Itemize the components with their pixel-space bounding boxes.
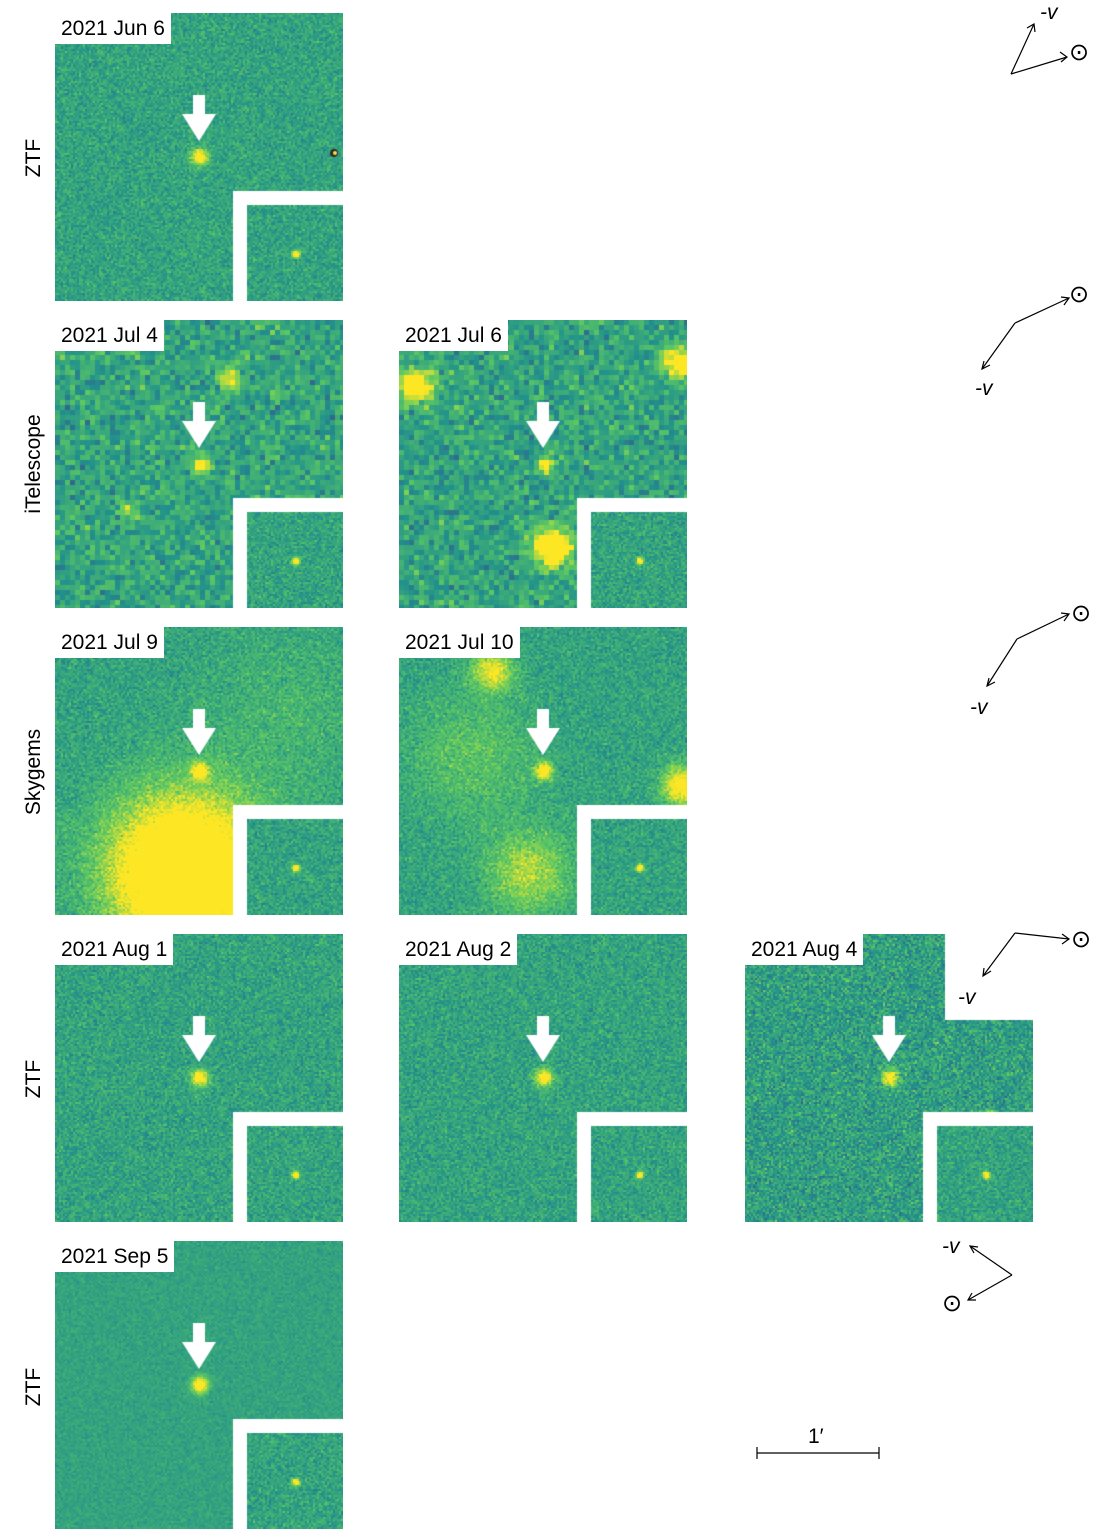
sun-icon: ⊙ (1069, 39, 1089, 66)
image-panel-aug2: 2021 Aug 2 (399, 934, 687, 1222)
direction-compass-row4: -v ⊙ (958, 926, 1091, 1009)
date-label: 2021 Sep 5 (55, 1241, 175, 1272)
direction-compass-row5: -v ⊙ (942, 1235, 1013, 1317)
direction-compass-row3: -v ⊙ (970, 600, 1091, 719)
image-panel-sep5: 2021 Sep 5 (55, 1241, 343, 1529)
date-label: 2021 Jul 10 (399, 627, 520, 658)
sun-icon: ⊙ (1071, 600, 1091, 627)
sky-image (55, 13, 343, 301)
direction-compass-row2: -v ⊙ (975, 281, 1089, 398)
image-panel-jul9: 2021 Jul 9 (55, 627, 343, 915)
image-panel-jul10: 2021 Jul 10 (399, 627, 687, 915)
image-panel-jul4: 2021 Jul 4 (55, 320, 343, 608)
sky-image (55, 627, 343, 915)
sky-image (55, 1241, 343, 1529)
scale-bar: 1′ (756, 1425, 880, 1459)
velocity-label: -v (958, 986, 977, 1009)
velocity-label: -v (970, 696, 989, 719)
sky-image (55, 320, 343, 608)
date-label: 2021 Jul 4 (55, 320, 164, 351)
date-label: 2021 Aug 1 (55, 934, 174, 965)
velocity-label: -v (975, 377, 994, 398)
sun-icon: ⊙ (1071, 926, 1091, 953)
sun-icon: ⊙ (942, 1290, 962, 1317)
image-panel-jul6: 2021 Jul 6 (399, 320, 687, 608)
date-label: 2021 Jul 9 (55, 627, 164, 658)
date-label: 2021 Jun 6 (55, 13, 171, 44)
sky-image (399, 934, 687, 1222)
sky-image (745, 934, 1033, 1222)
date-label: 2021 Jul 6 (399, 320, 508, 351)
sky-image (399, 320, 687, 608)
sun-icon: ⊙ (1069, 281, 1089, 308)
date-label: 2021 Aug 4 (745, 934, 864, 965)
sky-image (399, 627, 687, 915)
image-panel-jun6: 2021 Jun 6 (55, 13, 343, 301)
image-panel-aug1: 2021 Aug 1 (55, 934, 343, 1222)
direction-compass-row1: -v ⊙ (1010, 1, 1089, 75)
velocity-label: -v (1040, 1, 1059, 24)
date-label: 2021 Aug 2 (399, 934, 518, 965)
velocity-label: -v (942, 1235, 961, 1258)
image-panel-aug4: 2021 Aug 4 (745, 934, 1033, 1222)
sky-image (55, 934, 343, 1222)
scale-bar-label: 1′ (808, 1425, 824, 1448)
